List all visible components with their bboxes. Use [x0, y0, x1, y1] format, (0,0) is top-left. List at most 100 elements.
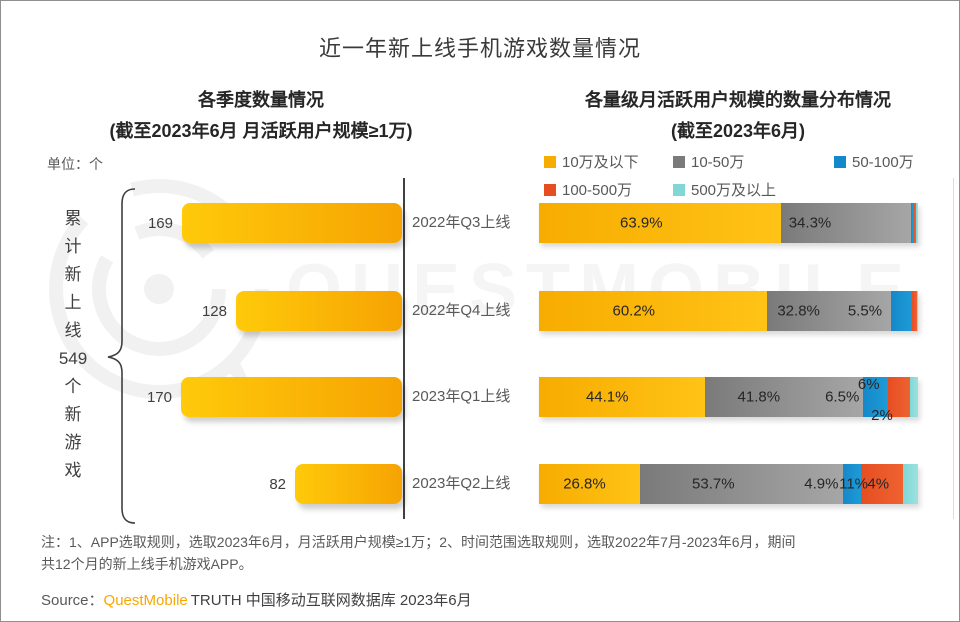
quarter-bar-row: 169 — [148, 203, 402, 243]
segment-500万及以上 — [916, 291, 918, 331]
cumulative-brace — [107, 188, 136, 524]
segment-50-100万 — [863, 377, 888, 417]
legend-item-4: 100-500万 — [544, 179, 632, 200]
right-chart-gridline — [953, 178, 954, 519]
annotation-char: 个 — [64, 377, 82, 396]
legend-item-1: 10万及以下 — [544, 151, 639, 172]
quarter-bar — [182, 203, 402, 243]
legend-swatch-icon — [544, 183, 556, 196]
category-label: 2022年Q3上线 — [412, 214, 511, 231]
segment-percent-label: 53.7% — [692, 475, 735, 493]
segment-10万及以下 — [539, 291, 768, 331]
legend-swatch-icon — [834, 155, 846, 168]
segment-10-50万 — [767, 291, 892, 331]
segment-percent-label: 26.8% — [563, 475, 606, 493]
segment-50-100万 — [911, 203, 914, 243]
bar-value-label: 169 — [147, 214, 173, 232]
legend-label: 10-50万 — [691, 154, 745, 171]
segment-50-100万 — [891, 291, 913, 331]
annotation-char: 戏 — [64, 461, 82, 480]
page-title: 近一年新上线手机游戏数量情况 — [318, 36, 641, 61]
annotation-char: 新 — [64, 405, 82, 424]
segment-percent-label: 6.5% — [825, 388, 860, 406]
annotation-char: 游 — [64, 433, 82, 452]
stacked-bar-row: 44.1% 41.8% 6.5% 6% 2% — [539, 376, 918, 424]
stacked-bar-row: 63.9% 34.3% — [539, 203, 919, 243]
legend-swatch-icon — [544, 155, 556, 168]
source-prefix: Source： — [41, 592, 104, 609]
source-line: Source：QuestMobile TRUTH 中国移动互联网数据库 2023年… — [41, 589, 472, 610]
annotation-char: 线 — [64, 321, 82, 340]
footnote-line1: 注：1、APP选取规则，选取2023年6月，月活跃用户规模≥1万；2、时间范围选… — [41, 534, 796, 550]
segment-50-100万 — [842, 464, 862, 504]
source-brand: QuestMobile — [103, 592, 188, 609]
bar-value-label: 170 — [146, 388, 172, 406]
quarter-bar — [236, 291, 402, 331]
segment-100-500万 — [887, 377, 911, 417]
legend-label: 10万及以下 — [562, 154, 639, 171]
annotation-char: 新 — [64, 265, 82, 284]
legend-item-2: 10-50万 — [673, 151, 744, 172]
segment-10-50万 — [781, 203, 912, 243]
quarter-bar-row: 128 — [202, 291, 402, 331]
legend-label: 500万及以上 — [691, 182, 777, 199]
annotation-char: 计 — [64, 237, 82, 256]
category-label: 2023年Q2上线 — [412, 475, 511, 492]
segment-100-500万 — [913, 203, 917, 243]
legend-swatch-icon — [673, 183, 685, 196]
quarter-bar — [295, 464, 402, 504]
segment-percent-label: 5.5% — [847, 302, 883, 320]
left-chart-title-line2: (截至2023年6月 月活跃用户规模≥1万) — [109, 121, 413, 141]
legend-label: 100-500万 — [562, 182, 633, 199]
legend-item-3: 50-100万 — [834, 151, 914, 172]
segment-percent-label: 4.9% — [804, 475, 839, 493]
segment-100-500万 — [912, 291, 917, 331]
quarter-bar — [181, 377, 402, 417]
quarter-bar-row: 170 — [147, 377, 402, 417]
annotation-char: 累 — [64, 209, 82, 228]
legend-label: 50-100万 — [852, 154, 914, 171]
segment-percent-label: 6% — [857, 376, 880, 393]
segment-percent-label: 44.1% — [585, 388, 629, 406]
left-chart-title: 各季度数量情况 (截至2023年6月 月活跃用户规模≥1万) — [61, 85, 461, 147]
segment-percent-label: 60.2% — [612, 302, 656, 320]
stacked-bar-row: 60.2% 32.8% 5.5% — [539, 291, 918, 331]
segment-percent-label: 34.3% — [788, 214, 832, 232]
segment-percent-label: 2% — [871, 407, 893, 424]
left-chart-title-line1: 各季度数量情况 — [198, 90, 324, 110]
segment-percent-label: 4% — [867, 475, 890, 493]
right-chart-title-line1: 各量级月活跃用户规模的数量分布情况 — [585, 90, 891, 110]
segment-500万及以上 — [910, 377, 918, 417]
quarter-bar-row: 82 — [269, 464, 402, 504]
left-chart-axis-line — [403, 178, 405, 519]
legend-swatch-icon — [673, 155, 685, 168]
annotation-char: 549 — [58, 349, 88, 368]
segment-500万及以上 — [916, 203, 919, 243]
segment-10万及以下 — [539, 203, 782, 243]
segment-100-500万 — [861, 464, 903, 504]
right-chart-title: 各量级月活跃用户规模的数量分布情况 (截至2023年6月) — [538, 85, 938, 147]
cumulative-annotation: 累计新上线 549 个新游戏 — [53, 205, 93, 485]
segment-percent-label: 32.8% — [777, 302, 820, 320]
category-label: 2023年Q1上线 — [412, 388, 511, 405]
source-rest: TRUTH 中国移动互联网数据库 2023年6月 — [190, 592, 472, 609]
segment-10-50万 — [705, 377, 864, 417]
bar-value-label: 82 — [269, 475, 286, 493]
stacked-bar-row: 26.8% 53.7% 4.9% 11% 4% — [539, 464, 919, 504]
segment-10-50万 — [640, 464, 843, 504]
legend-item-5: 500万及以上 — [673, 179, 776, 200]
footnote: 注：1、APP选取规则，选取2023年6月，月活跃用户规模≥1万；2、时间范围选… — [41, 531, 921, 575]
segment-percent-label: 41.8% — [737, 388, 781, 406]
unit-label: 单位：个 — [47, 156, 103, 172]
segment-500万及以上 — [902, 464, 919, 504]
segment-percent-label: 11% — [839, 475, 869, 493]
category-label: 2022年Q4上线 — [412, 302, 511, 319]
annotation-char: 上 — [64, 293, 82, 312]
segment-percent-label: 63.9% — [620, 214, 663, 232]
right-chart-title-line2: (截至2023年6月) — [670, 121, 806, 141]
bar-value-label: 128 — [201, 302, 227, 320]
segment-10万及以下 — [539, 464, 641, 504]
footnote-line2: 共12个月的新上线手机游戏APP。 — [41, 556, 253, 572]
segment-10万及以下 — [539, 377, 706, 417]
